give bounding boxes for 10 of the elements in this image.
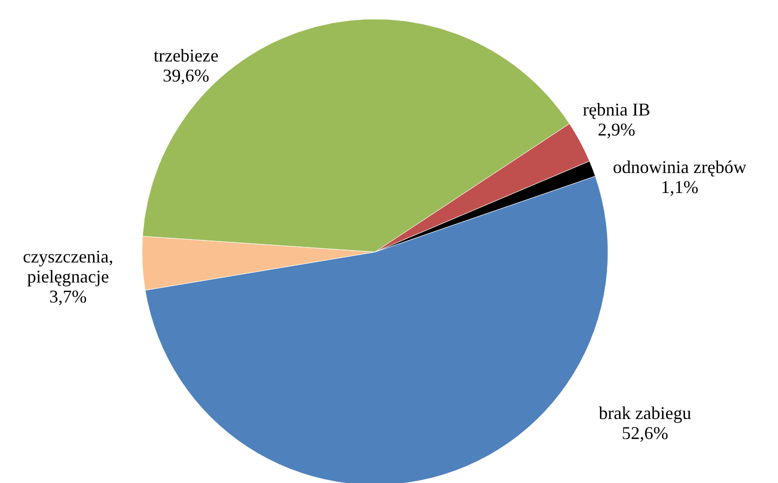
data-label: 3,7% [49,286,87,306]
slice-label: trzebieze [154,45,219,66]
slice-label: odnowinia zrębów [612,157,746,178]
data-label: 52,6% [622,423,668,444]
data-label: 39,6% [162,65,210,86]
data-label: 1,1% [660,177,698,198]
slice-label: rębnia IB [582,99,650,120]
slice-label: brak zabiegu [598,403,692,424]
data-label: 2,9% [598,119,636,140]
slice-label: czyszczenia, pielęgnacje [22,246,114,286]
